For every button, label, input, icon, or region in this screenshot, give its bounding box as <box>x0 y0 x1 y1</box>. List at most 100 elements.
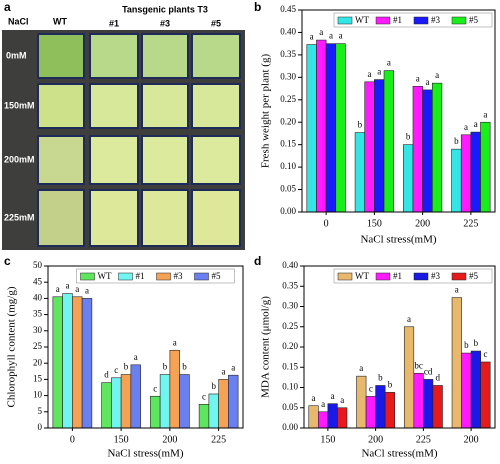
y-tick-label: 0.05 <box>282 402 298 412</box>
x-tick-label: 225 <box>416 434 431 445</box>
bar <box>365 396 376 429</box>
panel-label: d <box>254 254 261 268</box>
significance-letter: d <box>104 370 109 380</box>
legend-swatch <box>194 272 209 281</box>
legend-label: #1 <box>136 271 145 281</box>
significance-letter: a <box>56 284 60 294</box>
legend-swatch <box>156 272 171 281</box>
significance-letter: b <box>378 373 383 383</box>
panel-a: a NaCl WT Tansgenic plants T3 #1 #3 #5 0… <box>2 0 245 250</box>
significance-letter: bc <box>414 360 423 370</box>
legend-swatch <box>375 16 391 25</box>
significance-letter: a <box>455 285 459 295</box>
y-tick-label: 0.40 <box>282 260 298 270</box>
x-tick-label: 150 <box>367 218 382 229</box>
significance-letter: a <box>435 70 439 80</box>
bar <box>354 132 366 213</box>
y-axis-label: Chlorophyll content (mg/g) <box>6 286 18 407</box>
bar <box>130 364 141 429</box>
significance-letter: a <box>387 58 391 68</box>
x-tick-label: 200 <box>162 434 177 445</box>
y-tick-label: 0.25 <box>280 94 296 104</box>
y-tick-label: 0.00 <box>282 422 298 432</box>
y-tick-label: 0.10 <box>282 382 298 392</box>
y-tick-label: 5 <box>38 406 43 416</box>
bar <box>208 393 219 429</box>
x-axis-label: NaCl stress(mM) <box>107 448 183 460</box>
legend-swatch <box>337 16 353 25</box>
bar <box>451 148 462 213</box>
column-header: #1 <box>109 18 119 28</box>
bar <box>384 392 396 429</box>
y-tick-label: 0.15 <box>282 361 298 371</box>
bar <box>470 131 481 213</box>
significance-letter: a <box>331 391 335 401</box>
y-tick-label: 0.30 <box>282 301 298 311</box>
bar <box>364 81 375 213</box>
significance-letter: a <box>85 285 89 295</box>
bar <box>308 405 319 429</box>
bar <box>375 385 386 429</box>
significance-letter: a <box>416 73 420 83</box>
bar <box>306 44 317 213</box>
significance-letter: a <box>329 31 333 41</box>
bar <box>101 382 112 429</box>
significance-letter: b <box>182 362 187 372</box>
significance-letter: a <box>321 399 325 409</box>
y-axis-label: MDA content (μmol/g) <box>260 296 272 398</box>
y-tick-label: 0.35 <box>282 280 298 290</box>
row-label: 150mM <box>4 100 35 110</box>
y-tick-label: 20 <box>33 357 43 367</box>
significance-letter: cd <box>424 366 433 376</box>
significance-letter: a <box>464 122 468 132</box>
bar <box>335 43 346 213</box>
y-tick-label: 0.00 <box>280 206 296 216</box>
significance-letter: b <box>124 362 129 372</box>
panel-label: a <box>4 0 11 14</box>
bar <box>169 349 180 429</box>
bar <box>159 374 171 429</box>
bar <box>198 404 210 429</box>
row-label: 225mM <box>4 212 35 222</box>
significance-letter: a <box>312 393 316 403</box>
legend-label: #5 <box>469 15 479 25</box>
bar <box>403 326 415 429</box>
significance-letter: a <box>340 395 344 405</box>
bar <box>480 121 491 213</box>
significance-letter: b <box>464 340 469 350</box>
bar <box>179 374 190 429</box>
legend-label: #5 <box>469 271 479 281</box>
significance-letter: d <box>435 373 440 383</box>
bar <box>228 374 239 429</box>
panel-label: b <box>254 0 261 14</box>
bar <box>422 89 433 213</box>
y-tick-label: 0.20 <box>280 116 296 126</box>
plant-trays <box>37 33 241 247</box>
legend-swatch <box>80 272 95 281</box>
significance-letter: a <box>483 109 487 119</box>
bar <box>337 407 348 429</box>
legend-label: #1 <box>393 271 402 281</box>
bar <box>62 293 73 429</box>
chart-d: d 0.00 0.05 0.10 0.15 0.20 0.25 0.30 0.35 0.40 150… <box>254 254 496 460</box>
x-tick-label: 200 <box>464 434 479 445</box>
x-tick-label: 225 <box>463 218 478 229</box>
significance-letter: a <box>425 77 429 87</box>
bar <box>480 361 491 429</box>
plot-frame <box>47 265 244 429</box>
legend-label: WT <box>355 15 369 25</box>
significance-letter: a <box>310 32 314 42</box>
legend-swatch <box>337 272 353 281</box>
legend-label: WT <box>355 271 369 281</box>
x-axis-label: NaCl stress(mM) <box>361 448 437 460</box>
significance-letter: c <box>153 383 157 393</box>
significance-letter: a <box>319 27 323 37</box>
column-header: #5 <box>211 18 221 28</box>
bar <box>325 43 337 213</box>
bar <box>460 134 472 213</box>
group-header: Tansgenic plants T3 <box>122 4 208 14</box>
y-tick-label: 40 <box>33 292 43 302</box>
y-tick-label: 10 <box>33 390 43 400</box>
significance-letter: b <box>358 120 363 130</box>
